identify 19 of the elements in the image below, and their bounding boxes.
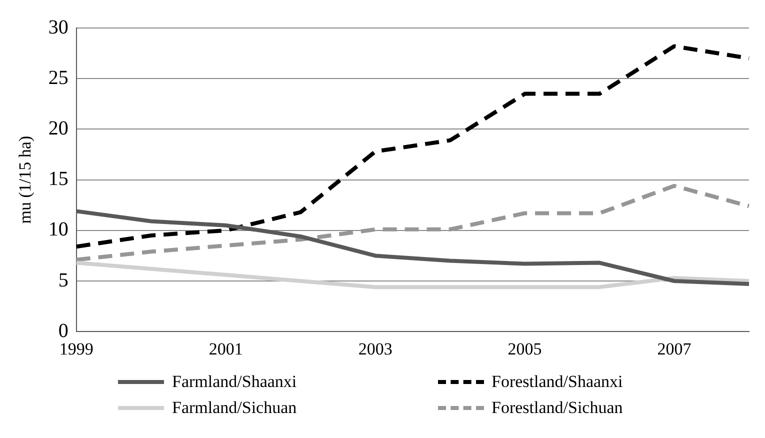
x-tick-label: 2007 (657, 339, 692, 358)
y-tick-label: 15 (48, 168, 68, 190)
y-tick-label: 10 (48, 218, 68, 241)
legend-label: Forestland/Shaanxi (492, 372, 623, 392)
y-tick-label: 25 (48, 66, 68, 89)
legend-label: Farmland/Shaanxi (172, 372, 297, 392)
line-series (74, 184, 751, 262)
y-tick-label: 30 (48, 16, 68, 38)
x-tick-label: 2003 (358, 339, 392, 358)
legend-label: Forestland/Sichuan (492, 398, 623, 418)
y-tick-label: 20 (48, 117, 68, 140)
y-tick-label: 5 (58, 269, 68, 292)
legend-label: Farmland/Sichuan (172, 398, 297, 418)
x-tick-label: 2001 (208, 339, 243, 358)
line-series (74, 44, 751, 249)
y-axis-title: mu (1/15 ha) (16, 136, 35, 224)
x-tick-label: 2005 (508, 339, 542, 358)
y-tick-label: 0 (58, 320, 68, 342)
x-tick-label: 1999 (59, 339, 94, 358)
